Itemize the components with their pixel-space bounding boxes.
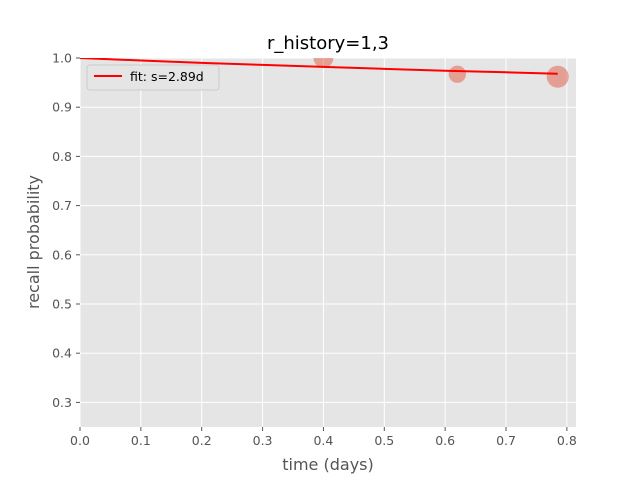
data-point: [448, 65, 466, 83]
x-tick-label: 0.5: [374, 433, 394, 448]
y-tick-label: 0.5: [52, 297, 72, 312]
x-tick-label: 0.8: [557, 433, 577, 448]
x-tick-label: 0.4: [313, 433, 333, 448]
legend-box: [86, 64, 220, 91]
legend: fit: s=2.89d: [86, 64, 220, 91]
x-tick-label: 0.7: [496, 433, 516, 448]
plot-area: [80, 58, 576, 427]
y-tick-label: 0.6: [52, 247, 72, 262]
grid: [79, 57, 576, 427]
y-tick-label: 0.9: [52, 100, 72, 115]
x-tick-label: 0.3: [253, 433, 273, 448]
y-tick-label: 0.4: [52, 346, 72, 361]
y-tick-label: 0.7: [52, 198, 72, 213]
tick-labels: 0.0 0.1 0.2 0.3 0.4 0.5 0.6 0.7 0.8 0.3 0.4 0.5 0.6 0…: [52, 51, 577, 449]
legend-fit-label: fit: s=2.89d: [130, 69, 204, 84]
y-tick-label: 1.0: [52, 51, 72, 66]
series-layer: [80, 58, 569, 88]
y-axis-label: recall probability: [24, 175, 43, 309]
data-point: [546, 65, 569, 88]
y-tick-label: 0.3: [52, 395, 72, 410]
y-tick-label: 0.8: [52, 149, 72, 164]
x-tick-label: 0.6: [435, 433, 455, 448]
chart-title: r_history=1,3: [267, 33, 389, 54]
x-tick-label: 0.0: [70, 433, 90, 448]
x-axis-label: time (days): [282, 455, 373, 474]
data-point: [313, 58, 334, 68]
x-tick-label: 0.2: [192, 433, 212, 448]
x-tick-label: 0.1: [131, 433, 151, 448]
fit-line: [80, 58, 558, 75]
